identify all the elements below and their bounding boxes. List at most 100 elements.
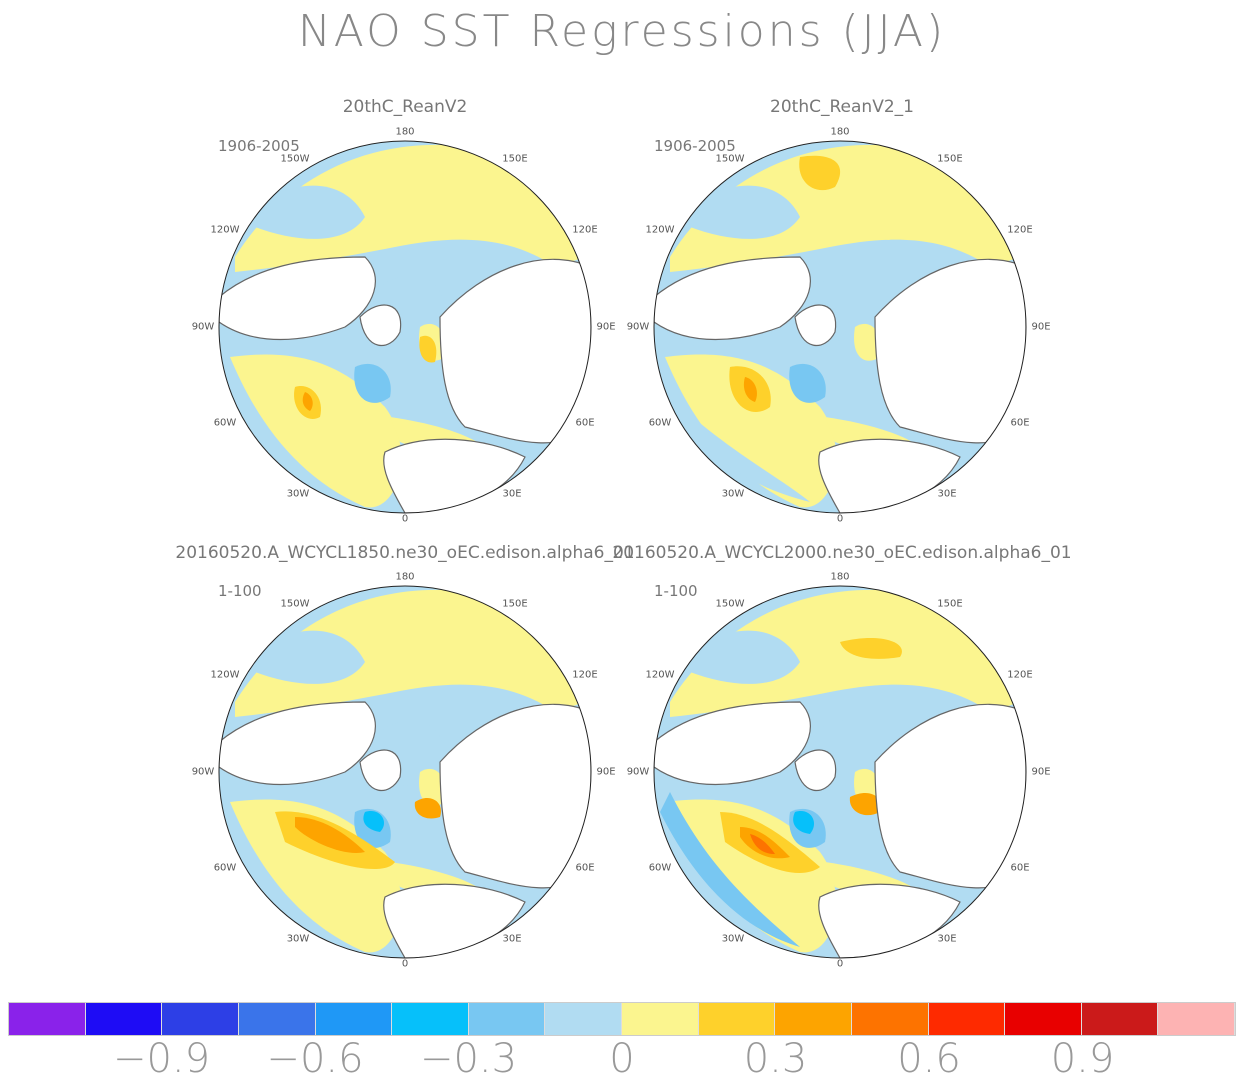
- longitude-label: 120E: [572, 224, 598, 236]
- longitude-label: 0: [401, 958, 409, 970]
- sst-anomaly-region: [743, 377, 757, 402]
- longitude-label: 30E: [937, 488, 957, 500]
- land-mass: [794, 304, 837, 347]
- colorbar-swatch: [698, 1003, 776, 1035]
- longitude-label: 60E: [1010, 417, 1030, 429]
- sst-anomaly-region: [419, 335, 437, 363]
- land-mass: [794, 749, 837, 792]
- polar-map: [653, 585, 1027, 959]
- colorbar-swatch: [9, 1003, 86, 1035]
- longitude-label: 90E: [596, 766, 616, 778]
- longitude-label: 60W: [213, 417, 237, 429]
- colorbar-tick-label: −0.6: [266, 1036, 364, 1082]
- colorbar-swatch: [775, 1003, 852, 1035]
- colorbar-swatch: [315, 1003, 393, 1035]
- longitude-label: 60E: [1010, 862, 1030, 874]
- panel-period: 1906-2005: [218, 137, 300, 155]
- longitude-label: 150E: [937, 153, 963, 165]
- longitude-label: 0: [836, 513, 844, 525]
- colorbar-tick-label: −0.9: [112, 1036, 211, 1082]
- sst-anomaly-region: [419, 768, 446, 806]
- longitude-label: 90W: [191, 321, 215, 333]
- longitude-label: 30E: [937, 933, 957, 945]
- sst-anomaly-region: [690, 630, 800, 684]
- longitude-label: 90W: [626, 766, 650, 778]
- longitude-label: 30E: [502, 488, 522, 500]
- longitude-label: 60E: [575, 417, 595, 429]
- longitude-label: 30W: [286, 488, 310, 500]
- longitude-label: 90W: [626, 321, 650, 333]
- longitude-label: 60W: [213, 862, 237, 874]
- longitude-label: 120W: [645, 224, 675, 236]
- sst-anomaly-region: [793, 811, 815, 834]
- sst-anomaly-region: [302, 392, 313, 411]
- longitude-label: 120E: [1007, 669, 1033, 681]
- sst-anomaly-region: [255, 630, 365, 684]
- panel-title: 20160520.A_WCYCL1850.ne30_oEC.edison.alp…: [175, 543, 635, 563]
- colorbar-swatch: [238, 1003, 316, 1035]
- sst-anomaly-region: [690, 185, 800, 239]
- polar-map: [218, 585, 592, 959]
- colorbar-swatch: [468, 1003, 546, 1035]
- land-mass: [359, 304, 402, 347]
- sst-anomaly-region: [789, 363, 826, 403]
- colorbar: [8, 1002, 1236, 1036]
- sst-anomaly-region: [255, 185, 365, 239]
- sst-anomaly-region: [750, 834, 775, 854]
- colorbar-tick-label: 0.3: [743, 1036, 808, 1082]
- longitude-label: 150E: [502, 598, 528, 610]
- panel-title: 20thC_ReanV2_1: [770, 97, 914, 117]
- longitude-label: 180: [830, 571, 850, 583]
- land-mass: [818, 883, 961, 958]
- longitude-label: 90E: [1031, 321, 1051, 333]
- longitude-label: 180: [395, 571, 415, 583]
- longitude-label: 120E: [1007, 224, 1033, 236]
- longitude-label: 90E: [1031, 766, 1051, 778]
- longitude-label: 30W: [721, 933, 745, 945]
- figure-title: NAO SST Regressions (JJA): [297, 6, 947, 57]
- longitude-label: 180: [830, 126, 850, 138]
- map-border: [653, 585, 1027, 959]
- colorbar-swatch: [545, 1003, 622, 1035]
- sst-anomaly-region: [235, 589, 585, 717]
- map-border: [218, 585, 592, 959]
- longitude-label: 150E: [502, 153, 528, 165]
- land-mass: [654, 701, 811, 786]
- land-mass: [383, 883, 526, 958]
- colorbar-swatch: [1081, 1003, 1159, 1035]
- land-mass: [818, 438, 961, 513]
- colorbar-swatch: [85, 1003, 163, 1035]
- colorbar-swatch: [392, 1003, 469, 1035]
- longitude-label: 180: [395, 126, 415, 138]
- panel-period: 1-100: [654, 582, 698, 600]
- longitude-label: 60E: [575, 862, 595, 874]
- panel-period: 1906-2005: [654, 137, 736, 155]
- sst-anomaly-region: [670, 589, 1020, 717]
- land-mass: [359, 749, 402, 792]
- colorbar-swatch: [162, 1003, 239, 1035]
- colorbar-swatch: [622, 1003, 699, 1035]
- colorbar-swatch: [1005, 1003, 1082, 1035]
- colorbar-tick-label: 0: [609, 1036, 635, 1082]
- sst-anomaly-region: [849, 792, 881, 816]
- map-border: [653, 140, 1027, 514]
- sst-anomaly-region: [414, 797, 441, 819]
- colorbar-swatch: [1158, 1003, 1235, 1035]
- longitude-label: 120W: [210, 224, 240, 236]
- sst-anomaly-region: [840, 637, 902, 659]
- panel-period: 1-100: [218, 582, 262, 600]
- land-mass: [654, 256, 811, 341]
- longitude-label: 0: [836, 958, 844, 970]
- sst-anomaly-region: [670, 144, 1020, 272]
- sst-anomaly-region: [854, 323, 881, 361]
- land-mass: [219, 256, 376, 341]
- panel-title: 20160520.A_WCYCL2000.ne30_oEC.edison.alp…: [612, 543, 1072, 563]
- sst-anomaly-region: [660, 792, 800, 947]
- colorbar-swatch: [851, 1003, 929, 1035]
- longitude-label: 150W: [280, 598, 310, 610]
- land-mass: [383, 438, 526, 513]
- longitude-label: 90W: [191, 766, 215, 778]
- longitude-label: 90E: [596, 321, 616, 333]
- longitude-label: 150W: [715, 598, 745, 610]
- longitude-label: 150E: [937, 598, 963, 610]
